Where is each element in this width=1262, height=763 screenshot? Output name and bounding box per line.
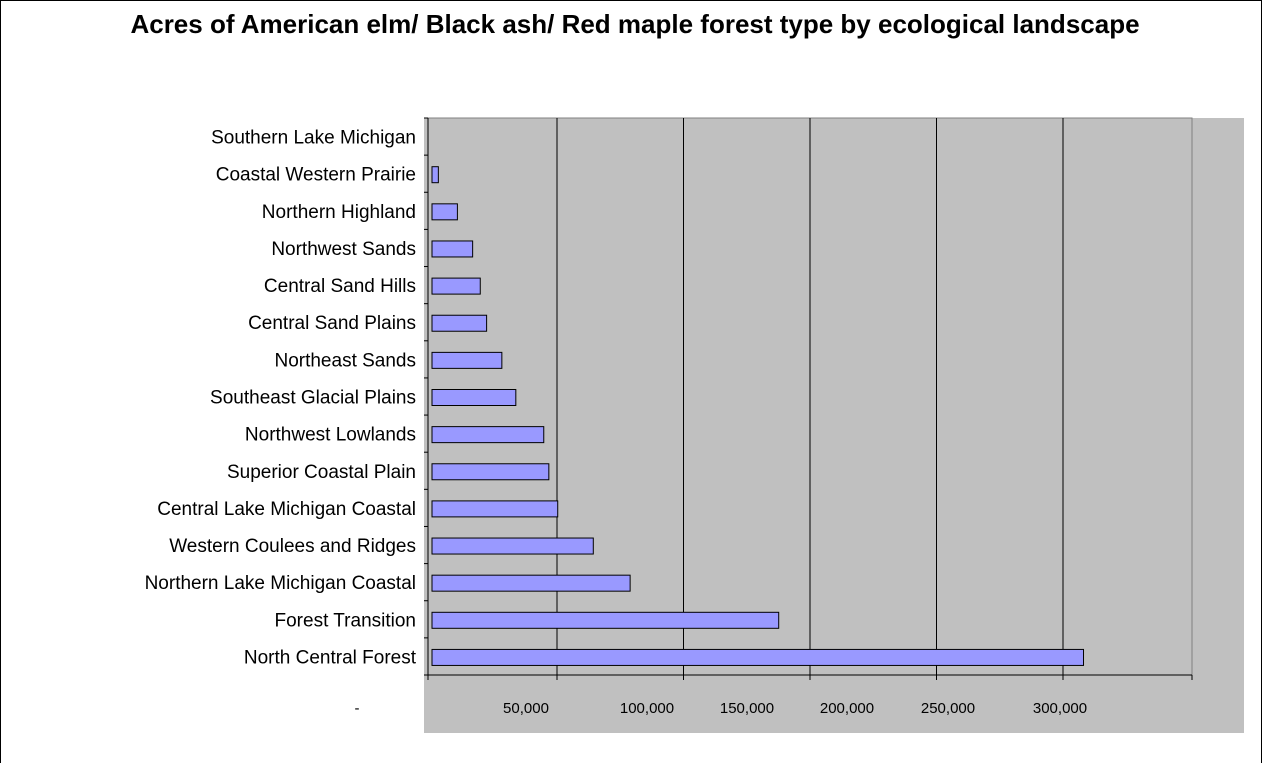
bar [431,500,559,518]
x-tick-label: 200,000 [820,700,874,717]
category-label: Northwest Lowlands [245,425,416,446]
category-label: Western Coulees and Ridges [169,536,416,557]
bar [431,166,439,184]
bar [431,648,1085,666]
bar [431,277,481,295]
bar [431,463,550,481]
category-label: Forest Transition [275,610,417,631]
category-label: Northern Highland [262,202,416,223]
bar [431,611,780,629]
category-label: Northern Lake Michigan Coastal [145,573,416,594]
bar [431,314,488,332]
chart-title: Acres of American elm/ Black ash/ Red ma… [130,9,1140,39]
x-tick-label: 250,000 [921,700,975,717]
category-label: Central Sand Plains [248,313,416,334]
x-tick-label: - [355,700,360,717]
bar [431,203,458,221]
bar [431,351,503,369]
bar [431,426,545,444]
category-label: Northwest Sands [271,239,416,260]
bar [431,574,631,592]
x-tick-label: 100,000 [620,700,674,717]
x-tick-label: 150,000 [720,700,774,717]
category-label: Northeast Sands [274,350,416,371]
x-tick-label: 50,000 [503,700,549,717]
category-label: Central Lake Michigan Coastal [157,499,416,520]
category-label: Coastal Western Prairie [216,165,416,186]
category-label: Superior Coastal Plain [227,462,416,483]
category-label: Southeast Glacial Plains [210,388,416,409]
bar [431,240,474,258]
bar [431,389,517,406]
bar [431,537,594,555]
plot-background [424,118,1244,733]
category-label: Southern Lake Michigan [211,128,416,149]
x-tick-label: 300,000 [1033,700,1087,717]
category-label: North Central Forest [244,647,417,668]
category-label: Central Sand Hills [264,276,416,297]
